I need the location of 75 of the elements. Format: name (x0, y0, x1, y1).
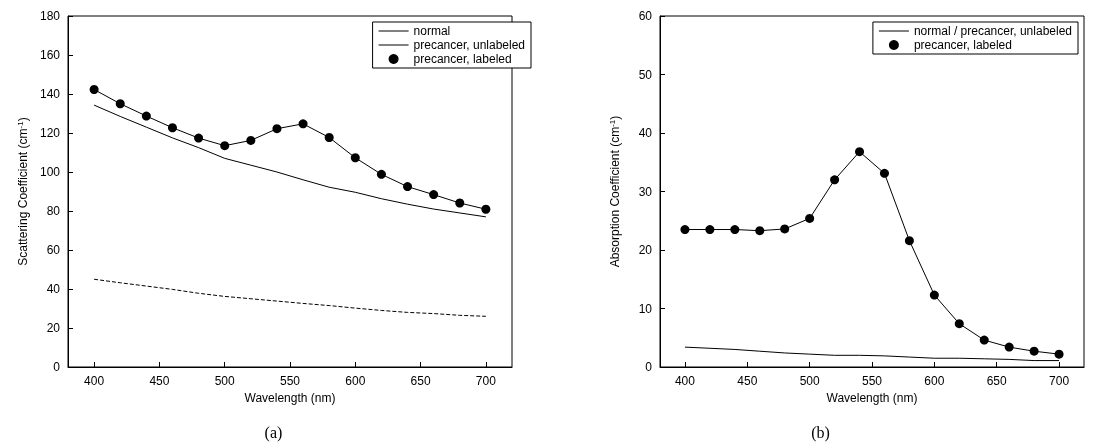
y-tick-label: 40 (638, 126, 653, 140)
y-tick-label: 180 (39, 9, 61, 23)
text: (a) (264, 423, 283, 442)
x-axis-title: Wavelength (nm) (826, 390, 918, 405)
x-tick-label: 400 (674, 374, 696, 388)
legend-label: precancer, labeled (413, 52, 512, 66)
point (929, 290, 939, 300)
point (115, 99, 125, 109)
x-tick-label: 500 (799, 374, 820, 388)
x-tick-label: 600 (345, 374, 366, 388)
point (680, 225, 690, 235)
y-tick-label: 20 (638, 243, 653, 257)
point (904, 236, 914, 246)
y-tick-label: 60 (638, 9, 653, 23)
y-tick-label: 100 (39, 165, 61, 179)
point (246, 135, 256, 145)
y-tick-label: 10 (638, 301, 653, 316)
y-tick-label: 60 (46, 243, 61, 257)
x-tick-label: 400 (84, 374, 105, 388)
point (324, 132, 334, 142)
line-series (93, 278, 487, 317)
legend-label: normal / precancer, unlabeled (913, 24, 1073, 38)
y-tick-label: 120 (39, 126, 61, 140)
point (855, 147, 865, 157)
point (780, 224, 790, 234)
x-tick-label: 550 (279, 374, 301, 388)
point (272, 124, 282, 134)
point (350, 153, 360, 163)
point (705, 225, 715, 235)
point (954, 319, 964, 329)
x-tick-label: 500 (214, 374, 236, 388)
y-tick-label: 30 (638, 184, 653, 199)
x-tick-label: 700 (1049, 374, 1070, 388)
y-tick-label: 40 (46, 282, 61, 296)
point (1004, 342, 1014, 352)
x-tick-label: 550 (861, 374, 883, 388)
point (755, 226, 765, 236)
x-tick-label: 450 (149, 374, 170, 388)
point (376, 169, 386, 179)
point (879, 168, 889, 178)
point (220, 141, 230, 151)
y-tick-label: 0 (645, 360, 653, 374)
legend-label: precancer, labeled (913, 38, 1012, 52)
y-tick-label: 140 (39, 87, 61, 101)
point (298, 119, 308, 129)
point (830, 175, 840, 185)
x-tick-label: 650 (986, 374, 1008, 388)
point (805, 213, 815, 223)
point (167, 123, 177, 133)
x-tick-label: 650 (410, 374, 431, 388)
x-tick-label: 600 (924, 374, 945, 388)
point (455, 198, 465, 208)
point (403, 182, 413, 192)
point (979, 335, 989, 345)
x-tick-label: 700 (475, 374, 497, 388)
point (429, 190, 439, 200)
y-tick-label: 20 (46, 321, 61, 335)
legend-label: normal (413, 24, 451, 38)
x-tick-label: 450 (737, 374, 758, 388)
y-tick-label: 80 (46, 204, 61, 218)
y-tick-label: 50 (638, 67, 653, 82)
point (730, 225, 740, 235)
point (481, 204, 491, 214)
y-tick-label: 0 (53, 360, 61, 374)
point (1054, 349, 1064, 359)
text: (b) (811, 423, 830, 442)
line-series (93, 104, 487, 218)
point (194, 133, 204, 143)
legend-label: precancer, unlabeled (413, 38, 526, 52)
y-axis-title: Scattering Coefficient (cm-1) (15, 117, 30, 266)
point (141, 111, 151, 121)
point (89, 85, 99, 95)
x-axis-title: Wavelength (nm) (244, 390, 336, 405)
y-tick-label: 160 (39, 48, 61, 62)
point (1029, 346, 1039, 356)
